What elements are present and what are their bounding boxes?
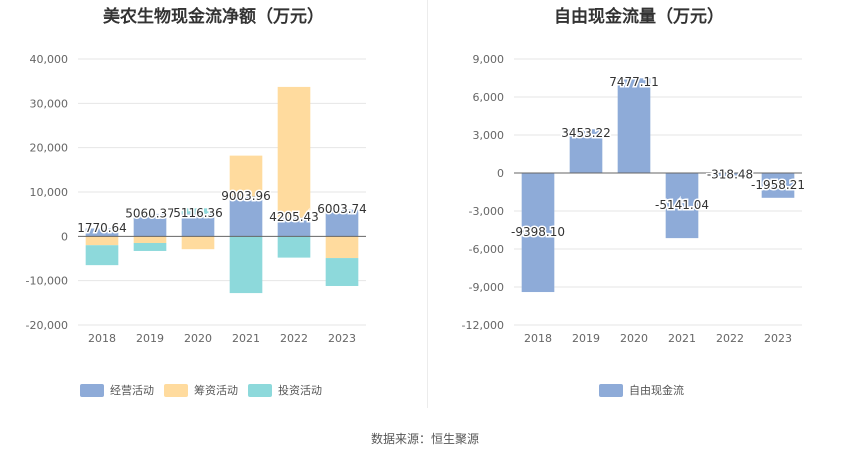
legend-item[interactable]: 投资活动 [248,382,322,398]
y-tick-label: 0 [61,230,68,243]
y-tick-label: 6,000 [473,91,505,104]
y-tick-label: -20,000 [26,319,68,332]
x-tick-label: 2023 [328,332,356,345]
y-tick-label: 3,000 [473,129,505,142]
chart-title-free-cash-flow: 自由现金流量（万元） [554,7,724,27]
bar-segment [181,236,215,250]
x-tick-label: 2018 [88,332,116,345]
bar-segment [133,236,167,243]
data-source-text: 数据来源：恒生聚源 [370,432,479,446]
chart-title-cash-flow: 美农生物现金流净额（万元） [103,7,324,27]
bar-segment [85,228,119,237]
y-tick-label: 40,000 [30,53,69,66]
x-tick-label: 2022 [716,332,744,345]
x-tick-label: 2019 [136,332,164,345]
data-label: -5141.04 [655,198,709,212]
x-tick-label: 2021 [668,332,696,345]
bar-segment [181,213,215,237]
y-tick-label: -12,000 [462,319,504,332]
cash-flow-chart: 40,000 30,000 20,000 10,000 0 -10,000 -20,000 2… [26,53,369,345]
data-label: -9398.10 [511,225,565,239]
y-tick-label: 9,000 [473,53,505,66]
bar-segment [325,258,359,286]
y-tick-label: -9,000 [469,281,504,294]
legend-item[interactable]: 自由现金流 [599,382,684,398]
x-tick-label: 2019 [572,332,600,345]
data-label: 5116.36 [173,206,223,220]
x-tick-label: 2022 [280,332,308,345]
y-tick-label: -6,000 [469,243,504,256]
data-label: 4205.43 [269,210,319,224]
y-tick-label: 20,000 [30,142,69,155]
legend-label: 筹资活动 [194,384,238,397]
bar-segment [85,245,119,266]
data-label: 5060.37 [125,206,175,220]
data-label: 7477.11 [609,75,659,89]
bar-segment [229,155,263,197]
bar-segment [325,236,359,259]
data-label: -318.48 [707,168,753,182]
bar [617,78,651,173]
bar-segment [277,236,311,258]
bar-segment [133,242,167,251]
legend-item[interactable]: 经营活动 [80,382,154,398]
bar [713,173,747,178]
bar [665,173,699,239]
legend-swatch [599,383,623,397]
cash-flow-legend: 经营活动 筹资活动 投资活动 [80,382,322,398]
bar-segment [277,86,311,218]
data-label: -1958.21 [751,178,805,192]
data-label: 1770.64 [77,221,127,235]
y-tick-label: 0 [497,167,504,180]
x-tick-label: 2020 [184,332,212,345]
y-tick-label: -10,000 [26,275,68,288]
bar-segment [181,208,215,214]
legend-swatch [164,383,188,397]
y-tick-label: 30,000 [30,97,69,110]
x-tick-label: 2018 [524,332,552,345]
bar [761,173,795,198]
x-tick-label: 2023 [764,332,792,345]
bar-segment [85,236,119,246]
legend-label: 投资活动 [278,384,322,397]
bar-segment [229,236,263,294]
data-label: 6003.74 [317,202,367,216]
legend-swatch [80,383,104,397]
bar-segment [325,209,359,237]
legend-item[interactable]: 筹资活动 [164,382,238,398]
bar [569,129,603,173]
data-label: 3453.22 [561,126,611,140]
legend-label: 经营活动 [110,384,154,397]
y-tick-label: 10,000 [30,186,69,199]
free-cash-flow-chart: 9,000 6,000 3,000 0 -3,000 -6,000 -9,000 -12,00… [462,53,807,345]
bar [521,173,555,293]
panel-divider [427,0,428,408]
data-label: 9003.96 [221,189,271,203]
free-cash-flow-legend: 自由现金流 [599,382,684,398]
x-tick-label: 2020 [620,332,648,345]
bar-segment [229,196,263,237]
bar-segment [277,217,311,237]
legend-label: 自由现金流 [629,384,684,397]
x-tick-label: 2021 [232,332,260,345]
y-tick-label: -3,000 [469,205,504,218]
legend-swatch [248,383,272,397]
bar-segment [133,213,167,237]
